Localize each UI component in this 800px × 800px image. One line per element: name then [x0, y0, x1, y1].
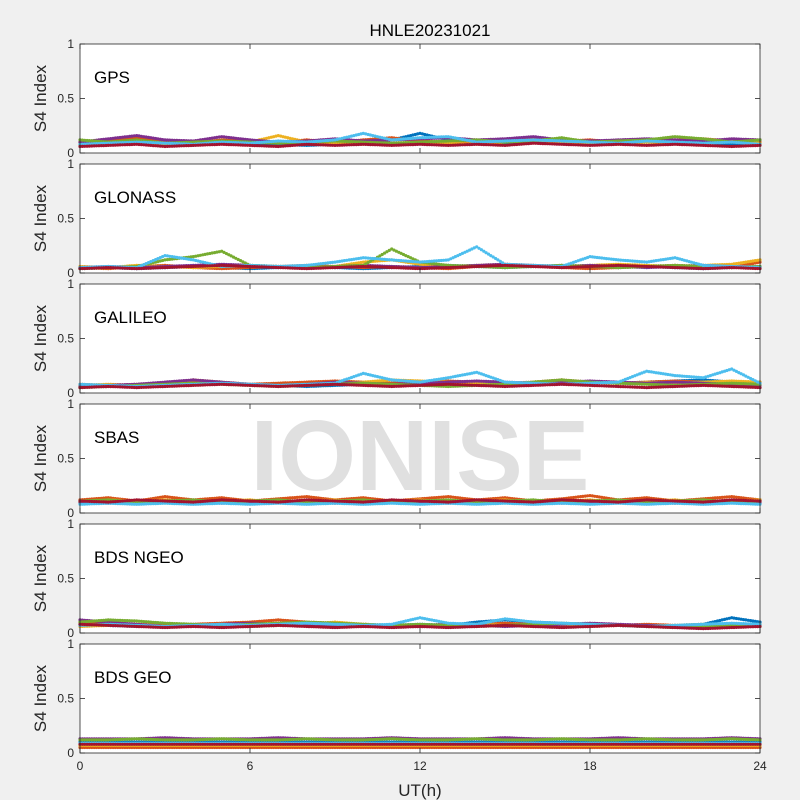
data-point — [416, 132, 420, 136]
data-point — [333, 141, 337, 145]
panel-label: GPS — [94, 68, 130, 87]
data-point — [446, 141, 450, 145]
data-point — [423, 132, 427, 137]
y-tick-label: 0.5 — [57, 92, 74, 106]
y-tick-label: 1 — [67, 37, 74, 51]
data-point — [283, 135, 287, 139]
data-point — [264, 136, 269, 140]
data-point — [418, 131, 422, 135]
data-point — [290, 137, 295, 141]
y-axis-label: S4 Index — [31, 64, 50, 132]
data-point — [272, 135, 276, 139]
y-tick-label: 0.5 — [57, 212, 74, 226]
data-point — [406, 134, 410, 138]
data-point — [730, 142, 734, 146]
data-point — [288, 136, 292, 140]
data-point — [279, 134, 283, 138]
y-tick-label: 1 — [67, 157, 74, 171]
y-axis-label: S4 Index — [31, 184, 50, 252]
data-point — [267, 136, 271, 140]
data-point — [276, 134, 280, 138]
panel-label: GLONASS — [94, 188, 176, 207]
figure-title: HNLE20231021 — [370, 21, 491, 40]
axes-background — [80, 284, 760, 393]
data-point — [411, 133, 415, 137]
